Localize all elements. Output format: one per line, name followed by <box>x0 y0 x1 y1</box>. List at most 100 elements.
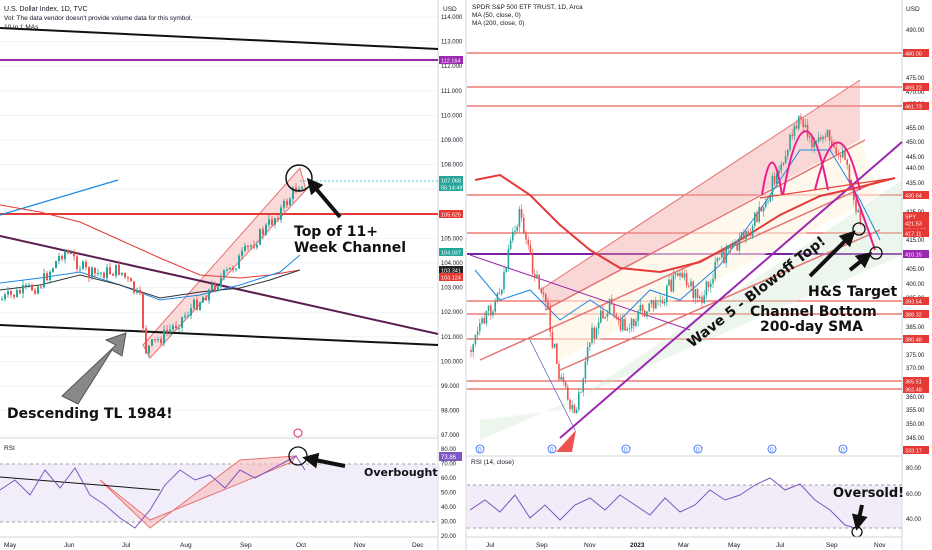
spy-rsi-band <box>467 485 902 528</box>
spy-candle-body <box>848 164 851 184</box>
spy-candle-body <box>578 392 580 410</box>
spy-candle-body <box>487 305 490 311</box>
dxy-candle-body <box>274 218 276 225</box>
dxy-candle-body <box>73 253 75 257</box>
spy-candle-body <box>602 310 604 319</box>
left-price-tick: 108.000 <box>441 163 463 169</box>
left-month-tick: Dec <box>412 542 424 549</box>
spy-candle-body <box>490 305 492 316</box>
dxy-candle-body <box>277 218 279 220</box>
descending-tl-label: Descending TL 1984! <box>7 406 173 422</box>
left-price-tick: 102.000 <box>441 310 463 316</box>
left-price-tick: 110.000 <box>441 113 463 119</box>
spy-candle-body <box>729 245 732 249</box>
dxy-rsi-tag-bg <box>439 452 462 461</box>
dxy-candle-body <box>265 224 267 235</box>
dxy-candle-body <box>118 264 120 275</box>
dividend-marker-icon[interactable] <box>547 444 557 454</box>
spy-candle-body <box>714 261 716 279</box>
overbought-label: Overbought <box>364 466 438 479</box>
dxy-candle-body <box>79 268 81 270</box>
spy-candle-body <box>736 243 738 251</box>
dividend-marker-icon[interactable] <box>693 444 703 454</box>
dxy-rsi-band <box>0 464 438 522</box>
spy-candle-body <box>826 129 829 138</box>
right-month-tick: Jul <box>486 542 495 549</box>
dividend-marker-icon[interactable] <box>838 444 848 454</box>
dxy-candle-body <box>76 256 78 270</box>
spy-hs-left-shoulder <box>761 161 783 196</box>
dxy-gray-arrow <box>61 332 127 405</box>
channel-bottom-arrow <box>808 230 856 278</box>
dxy-candle-body <box>259 229 261 245</box>
dividend-marker-icon[interactable] <box>767 444 777 454</box>
dxy-candle-body <box>220 277 222 287</box>
dividend-marker-icon[interactable] <box>475 444 485 454</box>
dxy-rsi-alert-icon[interactable] <box>293 428 303 438</box>
spy-candle-body <box>597 322 600 329</box>
spy-candle-body <box>771 175 774 197</box>
dxy-candles <box>1 183 303 358</box>
dxy-candle-body <box>106 267 108 279</box>
dxy-candle-body <box>124 272 126 278</box>
left-price-tag-bg <box>439 183 463 191</box>
spy-candle-body <box>809 136 811 138</box>
dxy-candle-body <box>214 284 216 291</box>
dxy-candle-body <box>82 261 84 269</box>
left-price-tick: 114.000 <box>441 15 463 21</box>
left-price-tick: 97.000 <box>441 433 460 439</box>
spy-candle-body <box>661 300 664 304</box>
spy-candle-body <box>791 134 793 137</box>
left-price-tag: 105.625 <box>441 213 461 219</box>
dxy-candle-body <box>244 245 246 251</box>
dxy-rsi-tick: 60.00 <box>441 476 457 482</box>
dxy-candle-body <box>67 250 69 254</box>
right-price-tag-bg <box>903 49 929 57</box>
right-time-axis[interactable]: Jul Sep Nov 2023 Mar May Jul Sep Nov <box>486 542 886 549</box>
left-price-axis[interactable]: 114.000 113.000 112.000 111.000 110.000 109.0… <box>441 15 463 439</box>
dxy-candle-body <box>133 281 135 293</box>
right-price-tag-bg <box>903 446 929 454</box>
dxy-candle-body <box>184 315 186 318</box>
spy-candle-body <box>747 231 749 234</box>
spy-candle-body <box>659 300 661 302</box>
spy-candle-body <box>690 281 692 286</box>
right-price-tick: 415.00 <box>906 238 925 244</box>
spy-ma200-label: MA (200, close, 0) <box>472 20 524 27</box>
dxy-candle-body <box>7 291 9 295</box>
spy-candle-body <box>505 268 507 272</box>
dxy-candle-body <box>187 315 189 317</box>
spy-candle-body <box>646 311 648 317</box>
right-price-tick: 370.00 <box>906 366 925 372</box>
spy-candle-body <box>564 382 567 388</box>
spy-candle-body <box>498 293 501 295</box>
spy-candle-body <box>536 274 538 278</box>
oversold-label: Oversold! <box>833 486 904 501</box>
dxy-candle-body <box>196 299 198 310</box>
spy-candle-body <box>501 289 503 294</box>
left-time-axis[interactable]: May Jun Jul Aug Sep Oct Nov Dec <box>4 542 424 549</box>
right-price-tick: 445.00 <box>906 155 925 161</box>
right-price-tag-bg <box>903 335 929 343</box>
dxy-candle-body <box>295 187 297 192</box>
dxy-candle-body <box>88 267 90 278</box>
right-price-tag: 421.53 <box>905 222 922 228</box>
dxy-candle-body <box>190 308 192 316</box>
spy-candle-body <box>633 318 635 326</box>
spy-candle-body <box>650 299 653 304</box>
spy-candle-body <box>815 141 818 143</box>
spy-candle-body <box>787 149 789 156</box>
spy-candle-body <box>626 328 628 331</box>
spy-candle-body <box>828 129 831 141</box>
spy-candle-body <box>754 212 756 226</box>
dxy-candle-body <box>226 269 228 271</box>
dxy-candle-body <box>166 329 168 333</box>
spy-candle-body <box>606 313 609 317</box>
spy-candle-body <box>756 212 758 222</box>
spy-rsi-tick: 40.00 <box>906 517 922 523</box>
spy-candle-body <box>516 226 518 231</box>
dividend-marker-icon[interactable] <box>621 444 631 454</box>
dividend-marker-label: D <box>550 448 554 454</box>
spy-rsi-tick: 80.00 <box>906 466 922 472</box>
spy-candle-body <box>707 281 710 288</box>
